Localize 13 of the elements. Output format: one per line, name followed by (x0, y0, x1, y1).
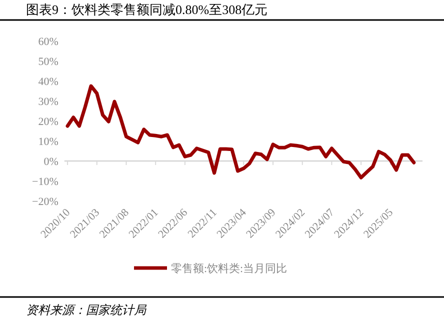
chart-title: 图表9：饮料类零售额同减0.80%至308亿元 (26, 2, 268, 17)
text: 资料来源：国家统计局 (26, 303, 147, 317)
line-series (66, 84, 416, 180)
y-tick-label: 10% (38, 136, 58, 148)
y-tick-label: 0% (44, 156, 58, 168)
y-tick-label: 40% (38, 76, 58, 88)
y-tick-label: 30% (38, 96, 58, 108)
y-tick-label: −20% (32, 196, 58, 208)
y-tick-label: 60% (38, 36, 58, 48)
y-tick-label: −10% (32, 176, 58, 188)
y-tick-label: 20% (38, 116, 58, 128)
y-tick-label: 50% (38, 56, 58, 68)
legend-label: 零售额:饮料类:当月同比 (171, 262, 288, 275)
